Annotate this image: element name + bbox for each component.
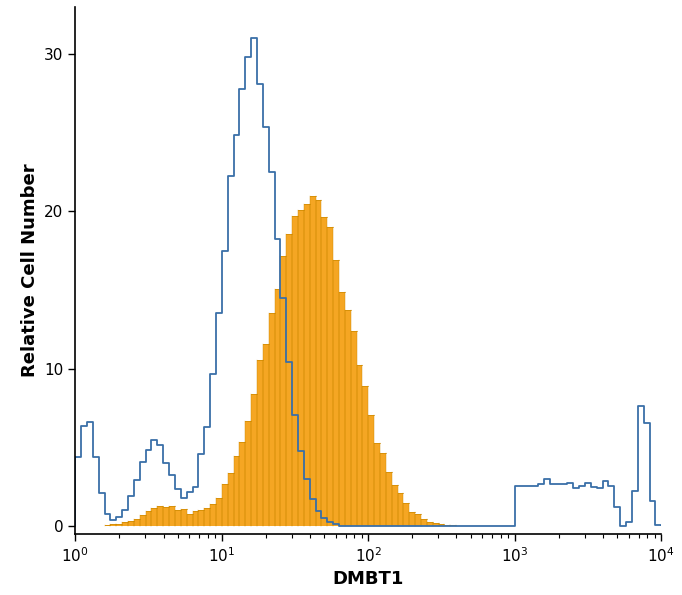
- Y-axis label: Relative Cell Number: Relative Cell Number: [20, 164, 39, 377]
- X-axis label: DMBT1: DMBT1: [333, 570, 404, 588]
